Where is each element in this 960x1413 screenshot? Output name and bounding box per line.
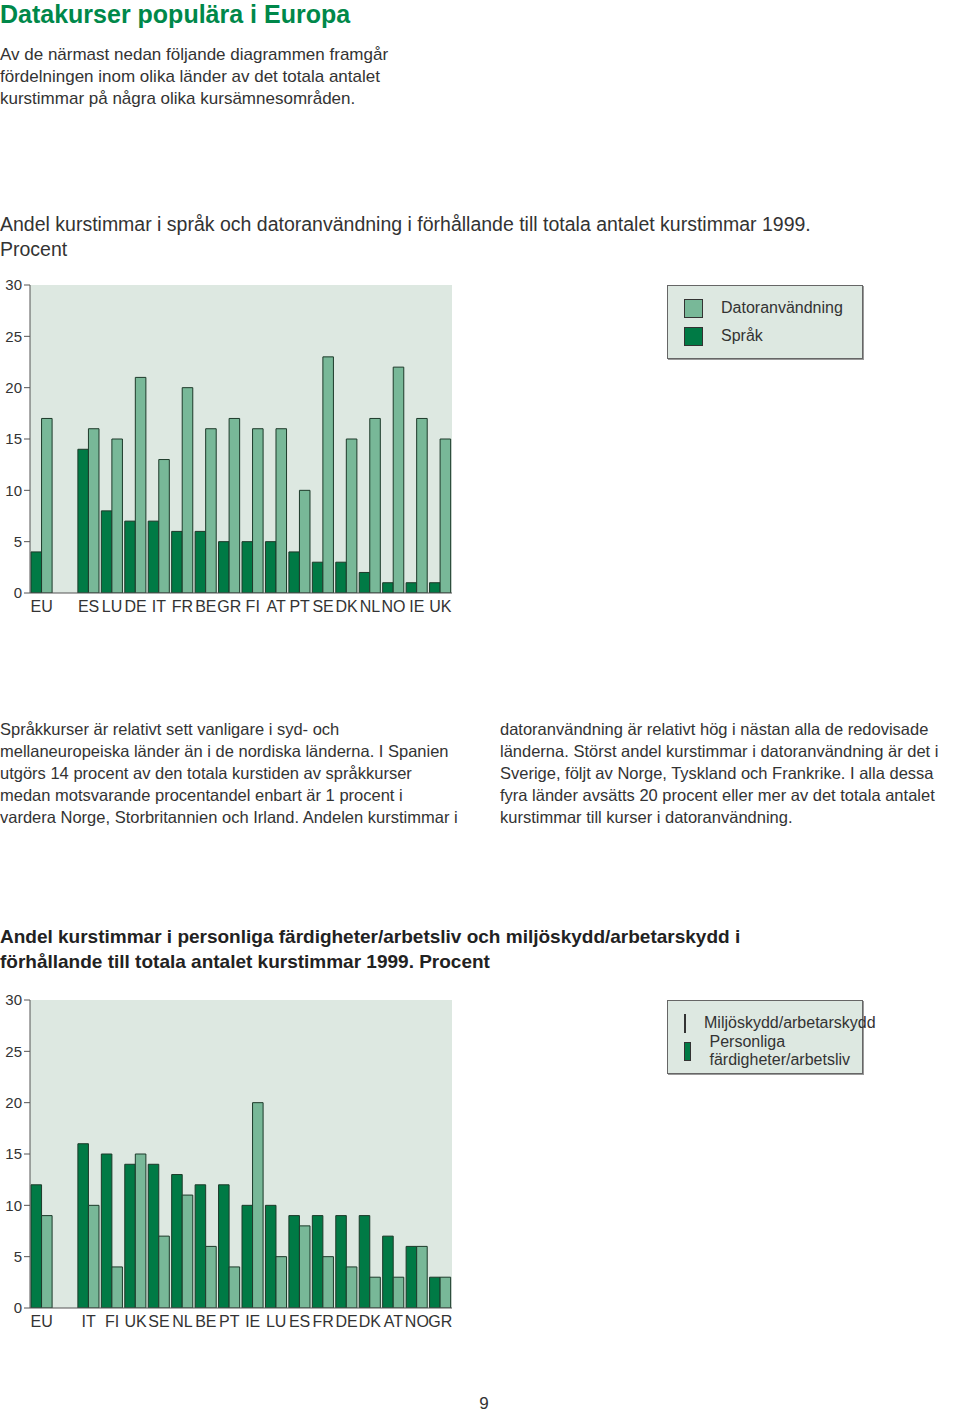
svg-text:0: 0 bbox=[14, 1299, 22, 1316]
svg-text:NL: NL bbox=[360, 598, 381, 615]
svg-text:PT: PT bbox=[219, 1313, 240, 1330]
svg-text:NO: NO bbox=[405, 1313, 429, 1330]
svg-text:25: 25 bbox=[8, 1043, 22, 1060]
svg-text:DE: DE bbox=[124, 598, 146, 615]
svg-text:UK: UK bbox=[124, 1313, 147, 1330]
svg-text:BE: BE bbox=[195, 1313, 216, 1330]
svg-text:5: 5 bbox=[14, 1248, 22, 1265]
svg-text:EU: EU bbox=[31, 598, 53, 615]
svg-text:FR: FR bbox=[172, 598, 193, 615]
html-text:Språk: Språk bbox=[721, 327, 763, 344]
svg-text:AT: AT bbox=[267, 598, 286, 615]
svg-text:20: 20 bbox=[8, 1094, 22, 1111]
svg-text:SE: SE bbox=[148, 1313, 169, 1330]
svg-text:IT: IT bbox=[82, 1313, 96, 1330]
html-text:Språkkurser är relativt sett v: Språkkurser är relativt sett vanligare i… bbox=[0, 720, 939, 826]
svg-text:DK: DK bbox=[359, 1313, 382, 1330]
svg-text:SE: SE bbox=[312, 598, 333, 615]
html-text:Av de närmast nedan följande d: Av de närmast nedan följande diagrammen … bbox=[0, 45, 389, 108]
svg-text:LU: LU bbox=[102, 598, 122, 615]
svg-text:EU: EU bbox=[31, 1313, 53, 1330]
html-text:Personliga färdigheter/arbetsl: Personliga färdigheter/arbetsliv bbox=[709, 1033, 850, 1068]
html-text:Miljöskydd/arbetarskydd: Miljöskydd/arbetarskydd bbox=[704, 1014, 876, 1031]
html-text:Datakurser populära i Europa: Datakurser populära i Europa bbox=[0, 0, 351, 28]
svg-text:0: 0 bbox=[14, 584, 22, 601]
svg-text:UK: UK bbox=[429, 598, 452, 615]
svg-text:IE: IE bbox=[409, 598, 424, 615]
svg-text:IT: IT bbox=[152, 598, 166, 615]
svg-text:ES: ES bbox=[78, 598, 99, 615]
svg-text:GR: GR bbox=[217, 598, 241, 615]
svg-text:DK: DK bbox=[335, 598, 358, 615]
svg-text:5: 5 bbox=[14, 533, 22, 550]
svg-text:LU: LU bbox=[266, 1313, 286, 1330]
svg-text:15: 15 bbox=[8, 430, 22, 447]
svg-text:BE: BE bbox=[195, 598, 216, 615]
svg-text:DE: DE bbox=[335, 1313, 357, 1330]
svg-text:FI: FI bbox=[246, 598, 260, 615]
svg-text:IE: IE bbox=[245, 1313, 260, 1330]
svg-text:15: 15 bbox=[8, 1145, 22, 1162]
svg-text:30: 30 bbox=[8, 991, 22, 1008]
svg-text:FR: FR bbox=[312, 1313, 333, 1330]
svg-text:FI: FI bbox=[105, 1313, 119, 1330]
svg-text:10: 10 bbox=[8, 482, 22, 499]
svg-text:PT: PT bbox=[289, 598, 310, 615]
svg-text:GR: GR bbox=[428, 1313, 452, 1330]
svg-text:NO: NO bbox=[381, 598, 405, 615]
svg-text:AT: AT bbox=[384, 1313, 403, 1330]
html-text:Andel kurstimmar i personliga: Andel kurstimmar i personliga färdighete… bbox=[0, 926, 741, 972]
svg-text:NL: NL bbox=[172, 1313, 193, 1330]
html-text:Datoranvändning: Datoranvändning bbox=[721, 299, 843, 316]
svg-text:10: 10 bbox=[8, 1197, 22, 1214]
svg-text:ES: ES bbox=[289, 1313, 310, 1330]
svg-text:20: 20 bbox=[8, 379, 22, 396]
svg-text:25: 25 bbox=[8, 328, 22, 345]
html-text:9: 9 bbox=[479, 1394, 489, 1413]
html-text:Andel kurstimmar i språk och d: Andel kurstimmar i språk och datoranvänd… bbox=[0, 213, 811, 260]
svg-text:30: 30 bbox=[8, 276, 22, 293]
